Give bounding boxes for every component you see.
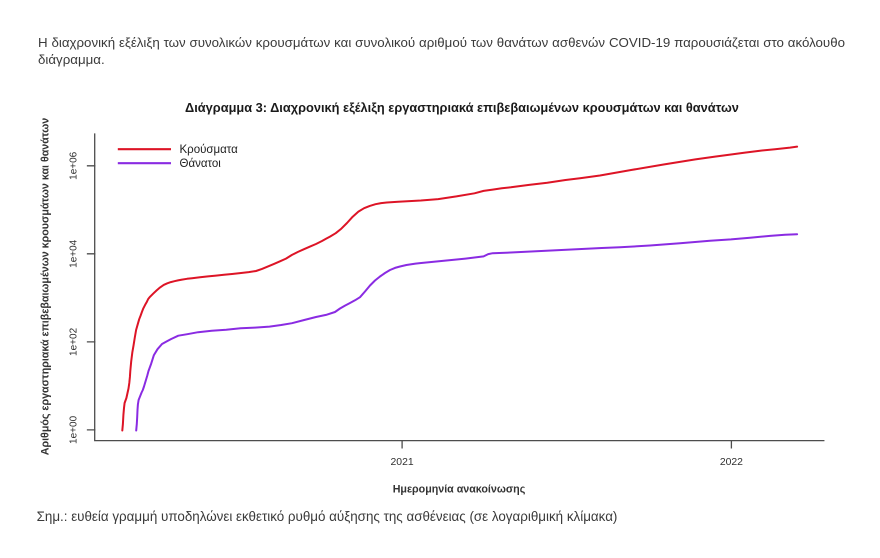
svg-text:2022: 2022 [720,457,743,468]
svg-text:1e+04: 1e+04 [68,239,79,268]
svg-text:Ημερομηνία ανακοίνωσης: Ημερομηνία ανακοίνωσης [393,483,526,495]
svg-text:Κρούσματα: Κρούσματα [180,144,239,156]
svg-text:Θάνατοι: Θάνατοι [180,158,222,170]
svg-text:1e+06: 1e+06 [68,151,79,180]
svg-text:1e+02: 1e+02 [68,327,79,356]
svg-text:1e+00: 1e+00 [68,415,79,444]
svg-text:2021: 2021 [391,457,414,468]
svg-text:Αριθμός εργαστηριακά επιβεβαιω: Αριθμός εργαστηριακά επιβεβαιωμένων κρου… [40,118,52,456]
